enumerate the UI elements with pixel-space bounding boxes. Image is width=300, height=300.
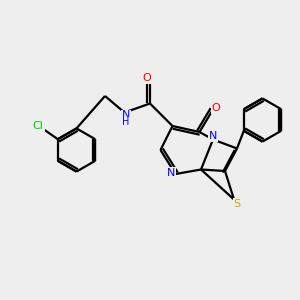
Text: N: N bbox=[122, 110, 130, 121]
Text: O: O bbox=[142, 73, 151, 83]
Text: Cl: Cl bbox=[33, 121, 44, 131]
Text: S: S bbox=[233, 199, 241, 209]
Text: H: H bbox=[122, 117, 130, 127]
Text: N: N bbox=[209, 131, 217, 141]
Text: N: N bbox=[167, 167, 175, 178]
Text: O: O bbox=[212, 103, 220, 113]
